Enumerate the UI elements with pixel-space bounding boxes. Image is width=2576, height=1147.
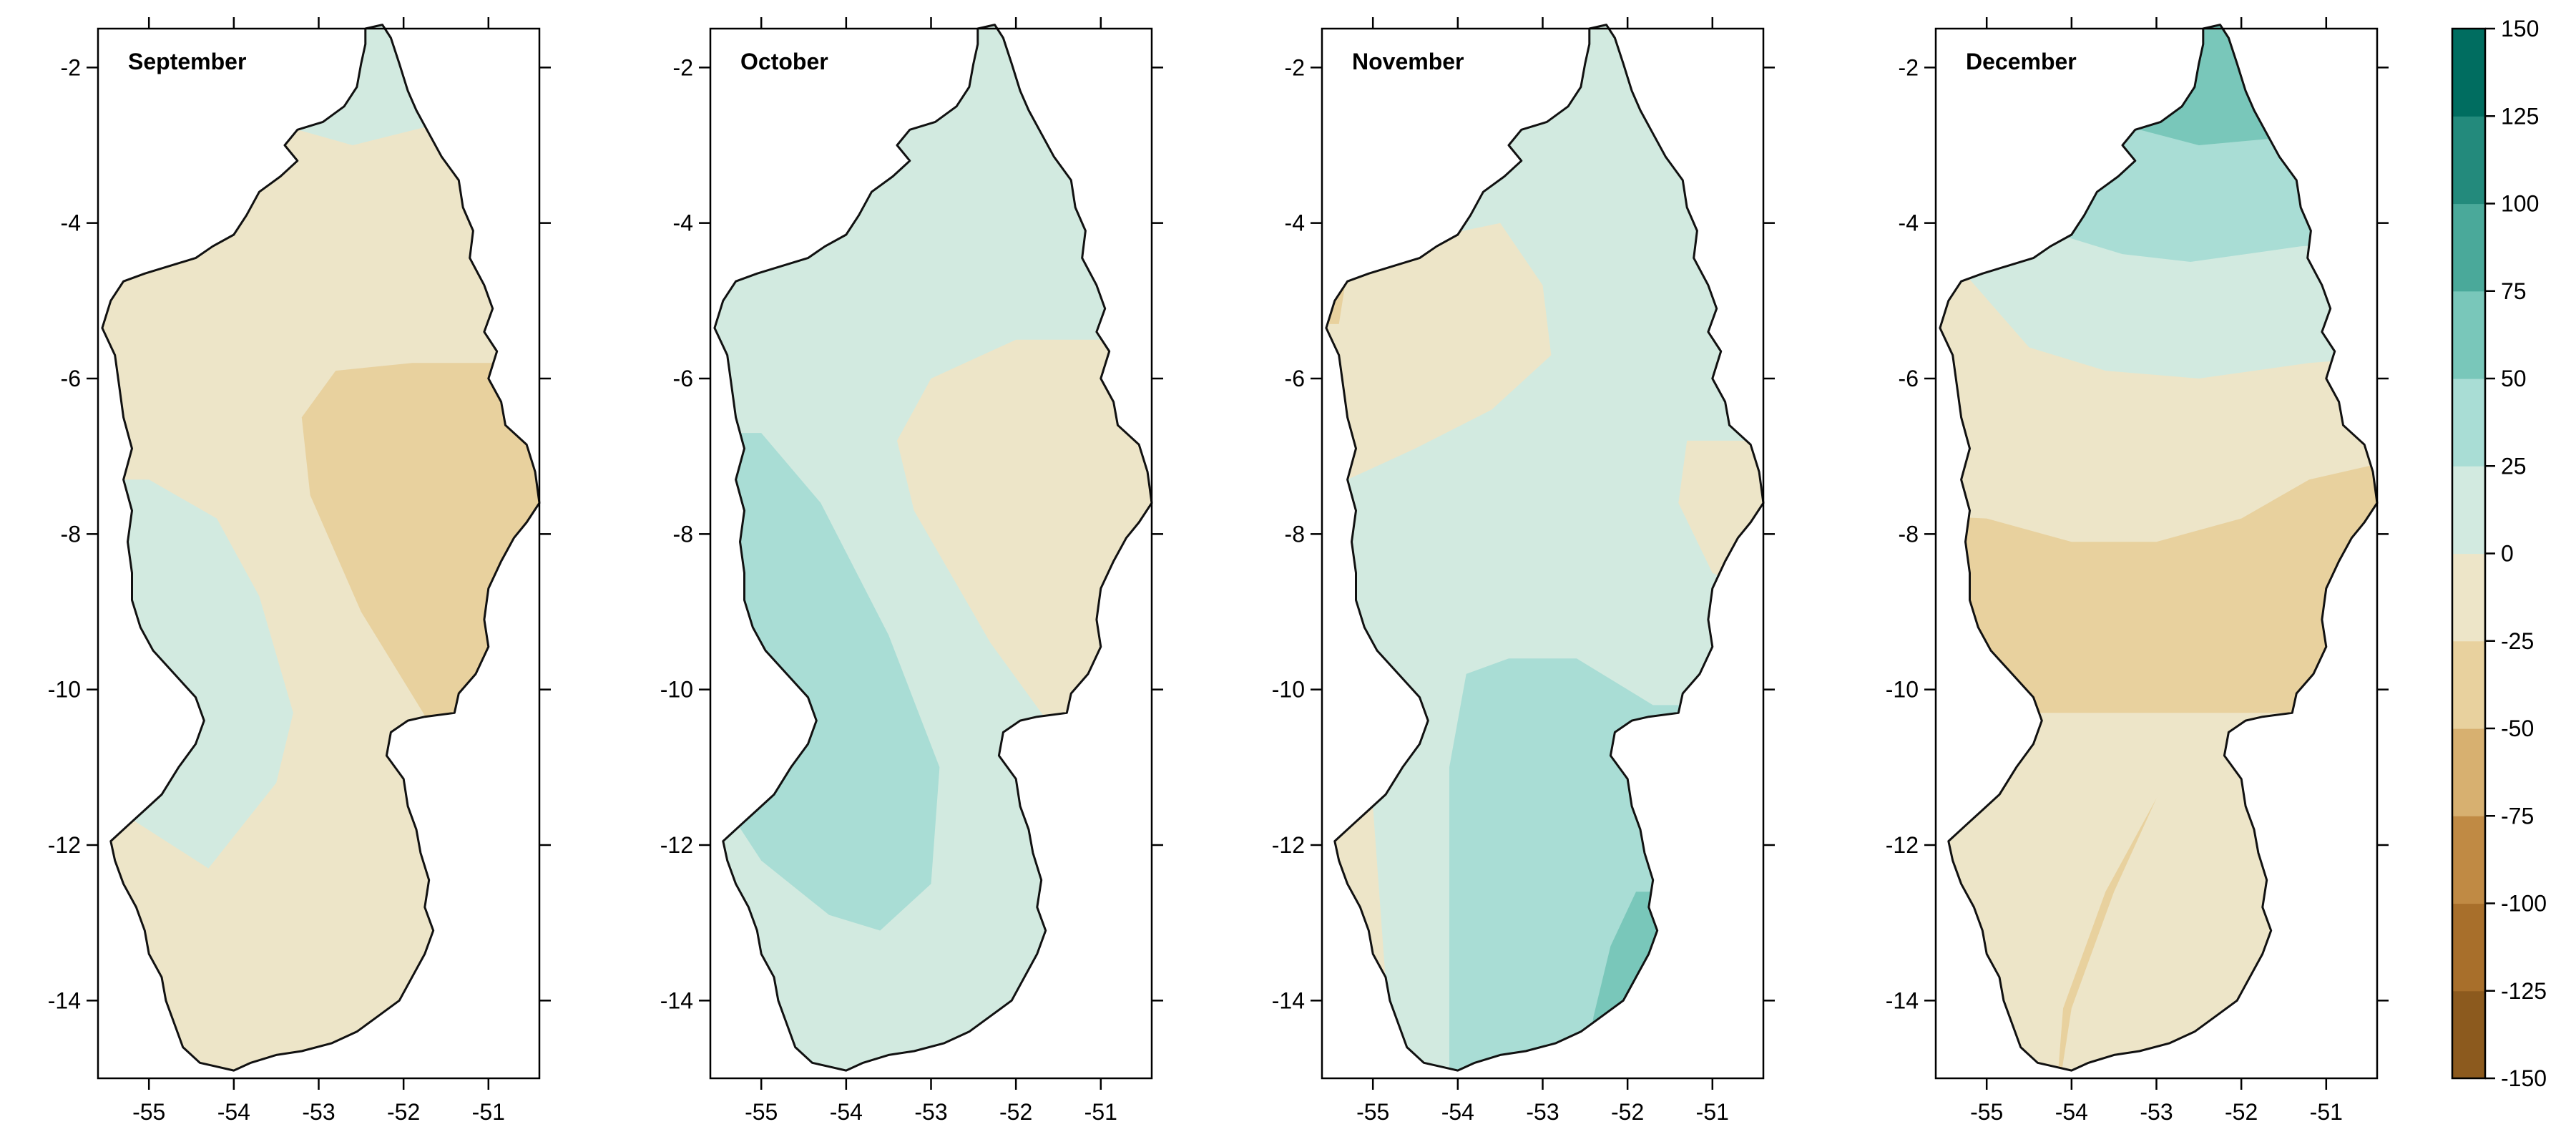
anomaly-region	[242, 24, 539, 145]
x-tick-label: -54	[1441, 1099, 1474, 1125]
map-panel-october: -55 -54 -53 -52 -51 -2 -4 -6 -8 -10 -12 -14 October	[660, 17, 1163, 1125]
y-tick-label: -6	[1899, 366, 1919, 391]
colorbar-label: 0	[2501, 541, 2514, 567]
colorbar-label: 100	[2501, 191, 2539, 217]
colorbar-label: 150	[2501, 16, 2539, 42]
y-tick-label: -14	[1272, 987, 1305, 1013]
y-tick-label: -2	[673, 54, 693, 80]
colorbar-segment	[2452, 203, 2485, 292]
colorbar-label: 125	[2501, 103, 2539, 129]
y-tick-label: -14	[48, 987, 81, 1013]
anomaly-regions	[1939, 24, 2377, 1071]
colorbar-segment	[2452, 990, 2485, 1079]
panel-title: November	[1352, 49, 1464, 74]
y-tick-label: -6	[61, 366, 81, 391]
y-tick-label: -10	[1272, 677, 1305, 703]
x-tick-label: -52	[2225, 1099, 2258, 1125]
map-panel-november: -55 -54 -53 -52 -51 -2 -4 -6 -8 -10 -12 -14 November	[1272, 17, 1775, 1125]
anomaly-region	[1326, 223, 1552, 480]
basin-boundary	[1939, 24, 2379, 1072]
y-tick-label: -8	[1899, 521, 1919, 547]
x-tick-label: -55	[132, 1099, 165, 1125]
basin-boundary	[713, 24, 1153, 1072]
y-tick-label: -14	[1886, 987, 1919, 1013]
x-tick-label: -51	[472, 1099, 505, 1125]
colorbar-label: -100	[2501, 891, 2547, 917]
y-tick-label: -12	[1272, 832, 1305, 858]
x-tick-label: -55	[1970, 1099, 2003, 1125]
y-tick-label: -4	[1899, 210, 1919, 236]
y-tick-label: -4	[61, 210, 81, 236]
colorbar-segment	[2452, 728, 2485, 816]
colorbar-label: 25	[2501, 453, 2527, 479]
colorbar-label: -50	[2501, 716, 2534, 741]
colorbar-label: -75	[2501, 803, 2534, 829]
basin-boundary	[101, 24, 541, 1072]
x-tick-label: -55	[745, 1099, 778, 1125]
x-tick-label: -54	[2055, 1099, 2088, 1125]
x-tick-label: -53	[302, 1099, 335, 1125]
x-tick-label: -52	[387, 1099, 420, 1125]
panel-title: December	[1966, 49, 2077, 74]
colorbar-segment	[2452, 640, 2485, 729]
map-panels: -55 -54 -53 -52 -51 -2 -4 -6 -8 -10 -12 -14 Septembe…	[48, 17, 2389, 1125]
panel-title: September	[128, 49, 246, 74]
anomaly-region	[1678, 440, 1763, 612]
y-tick-label: -4	[673, 210, 693, 236]
y-tick-label: -12	[48, 832, 81, 858]
x-tick-label: -55	[1356, 1099, 1389, 1125]
colorbar-segment	[2452, 553, 2485, 642]
colorbar-segment	[2452, 116, 2485, 205]
y-tick-label: -8	[1285, 521, 1305, 547]
y-tick-label: -12	[1886, 832, 1919, 858]
basin-boundary	[1325, 24, 1765, 1072]
colorbar-segment	[2452, 903, 2485, 992]
y-tick-label: -10	[48, 677, 81, 703]
y-tick-label: -2	[1285, 54, 1305, 80]
y-tick-label: -12	[660, 832, 693, 858]
panel-title: October	[740, 49, 828, 74]
colorbar-label: 50	[2501, 366, 2527, 391]
y-tick-label: -8	[61, 521, 81, 547]
x-tick-label: -51	[2310, 1099, 2343, 1125]
y-tick-label: -2	[1899, 54, 1919, 80]
y-tick-label: -10	[660, 677, 693, 703]
colorbar: -150 -125 -100 -75 -50 -25 0 25 50 75 100 125 150	[2451, 16, 2547, 1091]
y-tick-label: -10	[1886, 677, 1919, 703]
colorbar-segment	[2452, 29, 2485, 117]
map-panel-september: -55 -54 -53 -52 -51 -2 -4 -6 -8 -10 -12 -14 Septembe…	[48, 17, 551, 1125]
x-tick-label: -53	[914, 1099, 947, 1125]
x-tick-label: -52	[999, 1099, 1032, 1125]
y-tick-label: -8	[673, 521, 693, 547]
colorbar-label: 75	[2501, 278, 2527, 304]
y-tick-label: -2	[61, 54, 81, 80]
x-tick-label: -51	[1696, 1099, 1729, 1125]
x-tick-label: -54	[830, 1099, 863, 1125]
x-tick-label: -53	[1526, 1099, 1559, 1125]
colorbar-segment	[2452, 291, 2485, 379]
map-panel-december: -55 -54 -53 -52 -51 -2 -4 -6 -8 -10 -12 -14 December	[1886, 17, 2389, 1125]
x-tick-label: -53	[2140, 1099, 2173, 1125]
y-tick-label: -6	[1285, 366, 1305, 391]
colorbar-segment	[2452, 466, 2485, 555]
x-tick-label: -54	[217, 1099, 250, 1125]
y-tick-label: -6	[673, 366, 693, 391]
colorbar-label: -25	[2501, 628, 2534, 654]
colorbar-segment	[2452, 379, 2485, 467]
anomaly-region	[1326, 269, 1348, 324]
x-tick-label: -51	[1084, 1099, 1117, 1125]
y-tick-label: -14	[660, 987, 693, 1013]
x-tick-label: -52	[1611, 1099, 1644, 1125]
y-tick-label: -4	[1285, 210, 1305, 236]
colorbar-label: -125	[2501, 978, 2547, 1004]
colorbar-label: -150	[2501, 1065, 2547, 1091]
colorbar-segment	[2452, 816, 2485, 904]
